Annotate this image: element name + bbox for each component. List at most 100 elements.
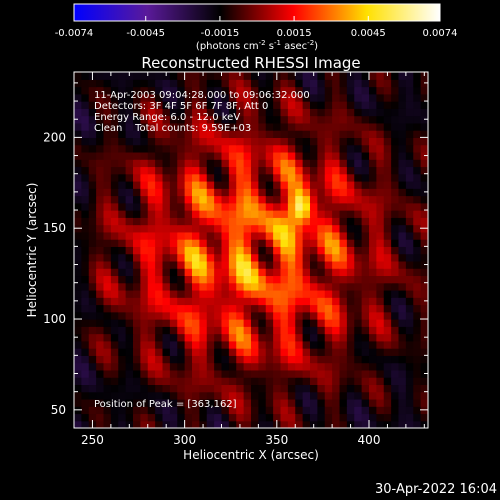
- heatmap-cell: [302, 319, 311, 327]
- annotation-energy-range: Energy Range: 6.0 - 12.0 keV: [94, 112, 240, 123]
- heatmap-cell: [287, 151, 296, 160]
- heatmap-cell: [354, 420, 363, 428]
- heatmap-cell: [317, 79, 326, 88]
- heatmap-cell: [103, 166, 112, 175]
- heatmap-cell: [110, 282, 119, 291]
- heatmap-cell: [228, 391, 237, 400]
- heatmap-cell: [133, 304, 141, 313]
- heatmap-cell: [413, 355, 422, 364]
- heatmap-cell: [236, 231, 245, 240]
- heatmap-cell: [391, 137, 400, 146]
- heatmap-cell: [228, 101, 237, 109]
- heatmap-cell: [192, 319, 200, 327]
- heatmap-cell: [221, 79, 230, 88]
- heatmap-cell: [310, 173, 318, 182]
- heatmap-cell: [192, 86, 200, 95]
- heatmap-cell: [369, 130, 377, 138]
- heatmap-cell: [280, 122, 289, 131]
- heatmap-cell: [162, 239, 171, 247]
- heatmap-cell: [302, 188, 311, 197]
- heatmap-cell: [125, 115, 134, 124]
- heatmap-cell: [339, 289, 348, 298]
- heatmap-cell: [258, 253, 267, 262]
- heatmap-cell: [81, 231, 90, 240]
- heatmap-cell: [110, 268, 119, 277]
- heatmap-cell: [273, 180, 282, 189]
- heatmap-cell: [346, 188, 355, 197]
- heatmap-cell: [317, 340, 326, 349]
- heatmap-cell: [258, 260, 267, 269]
- heatmap-cell: [317, 115, 326, 124]
- heatmap-cell: [103, 210, 112, 218]
- heatmap-cell: [361, 304, 370, 313]
- heatmap-cell: [332, 173, 341, 182]
- heatmap-cell: [420, 231, 428, 240]
- heatmap-cell: [81, 130, 90, 138]
- heatmap-cell: [147, 108, 156, 117]
- heatmap-cell: [125, 297, 134, 306]
- heatmap-cell: [184, 93, 193, 102]
- heatmap-cell: [376, 369, 385, 378]
- heatmap-cell: [398, 369, 407, 378]
- heatmap-cell: [317, 362, 326, 371]
- heatmap-cell: [206, 355, 215, 364]
- heatmap-cell: [413, 420, 422, 428]
- heatmap-cell: [199, 406, 208, 415]
- heatmap-cell: [147, 180, 156, 189]
- heatmap-cell: [369, 333, 377, 342]
- heatmap-cell: [369, 224, 377, 233]
- heatmap-cell: [88, 413, 97, 422]
- heatmap-cell: [413, 384, 422, 393]
- heatmap-cell: [125, 355, 134, 364]
- heatmap-cell: [354, 122, 363, 131]
- heatmap-cell: [206, 391, 215, 400]
- heatmap-cell: [346, 224, 355, 233]
- heatmap-cell: [118, 406, 127, 415]
- heatmap-cell: [251, 384, 259, 393]
- heatmap-cell: [405, 130, 414, 138]
- heatmap-cell: [177, 340, 186, 349]
- heatmap-cell: [324, 173, 333, 182]
- heatmap-cell: [236, 319, 245, 327]
- heatmap-cell: [74, 355, 82, 364]
- heatmap-cell: [88, 210, 97, 218]
- heatmap-cell: [169, 210, 178, 218]
- heatmap-cell: [332, 188, 341, 197]
- heatmap-cell: [295, 406, 304, 415]
- heatmap-cell: [287, 130, 296, 138]
- heatmap-cell: [332, 72, 341, 80]
- heatmap-cell: [118, 188, 127, 197]
- heatmap-cell: [361, 289, 370, 298]
- heatmap-cell: [236, 93, 245, 102]
- heatmap-cell: [199, 159, 208, 168]
- heatmap-cell: [324, 413, 333, 422]
- heatmap-cell: [169, 166, 178, 175]
- heatmap-cell: [228, 362, 237, 371]
- heatmap-cell: [118, 93, 127, 102]
- heatmap-cell: [236, 246, 245, 255]
- heatmap-cell: [332, 239, 341, 247]
- heatmap-cell: [155, 297, 164, 306]
- heatmap-cell: [214, 79, 223, 88]
- heatmap-cell: [103, 130, 112, 138]
- heatmap-cell: [155, 239, 164, 247]
- heatmap-cell: [413, 101, 422, 109]
- heatmap-cell: [221, 384, 230, 393]
- heatmap-cell: [354, 326, 363, 335]
- heatmap-cell: [118, 224, 127, 233]
- heatmap-cell: [273, 224, 282, 233]
- heatmap-cell: [243, 268, 252, 277]
- heatmap-cell: [251, 188, 259, 197]
- heatmap-cell: [391, 72, 400, 80]
- heatmap-cell: [133, 384, 141, 393]
- heatmap-cell: [184, 115, 193, 124]
- heatmap-cell: [332, 348, 341, 356]
- heatmap-cell: [184, 101, 193, 109]
- heatmap-cell: [295, 231, 304, 240]
- heatmap-cell: [206, 202, 215, 211]
- heatmap-cell: [361, 398, 370, 407]
- heatmap-cell: [155, 398, 164, 407]
- heatmap-cell: [324, 86, 333, 95]
- heatmap-cell: [177, 86, 186, 95]
- heatmap-cell: [332, 115, 341, 124]
